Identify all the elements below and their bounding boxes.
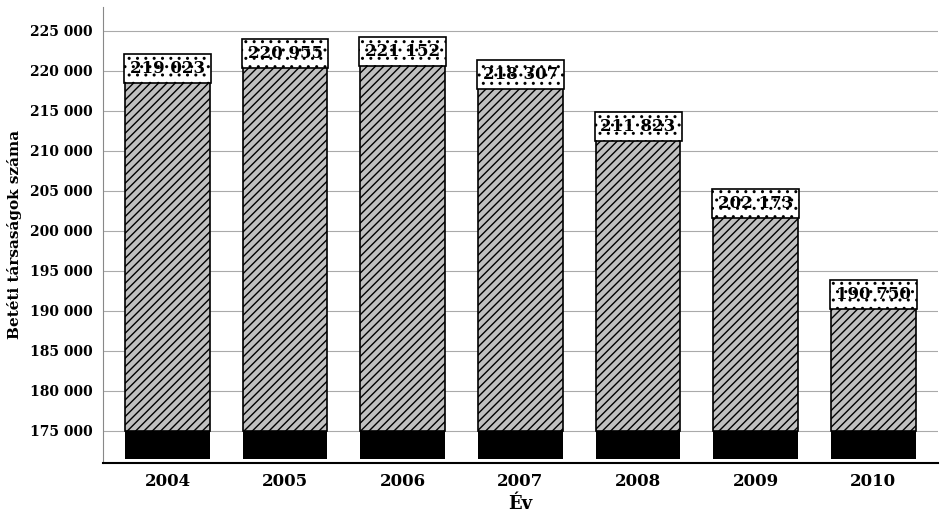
Text: 218 307: 218 307 [482, 66, 558, 83]
Bar [243, 431, 328, 459]
Text: 190 750: 190 750 [835, 286, 910, 303]
Bar [478, 431, 563, 459]
Bar [360, 62, 445, 431]
Bar [830, 305, 915, 431]
Bar [125, 431, 210, 459]
Text: 202 173: 202 173 [717, 195, 792, 212]
Text: 211 823: 211 823 [599, 118, 675, 135]
Bar [830, 431, 915, 459]
Bar [713, 214, 798, 431]
Text: 219 023: 219 023 [129, 60, 205, 77]
Bar [478, 84, 563, 431]
X-axis label: Év: Év [508, 495, 531, 513]
Y-axis label: Betéti társaságok száma: Betéti társaságok száma [7, 131, 22, 340]
Text: 221 152: 221 152 [364, 43, 440, 60]
Bar [125, 79, 210, 431]
Text: 220 955: 220 955 [247, 45, 322, 62]
Bar [243, 63, 328, 431]
Bar [713, 431, 798, 459]
Bar [595, 136, 680, 431]
Bar [595, 431, 680, 459]
Bar [360, 431, 445, 459]
